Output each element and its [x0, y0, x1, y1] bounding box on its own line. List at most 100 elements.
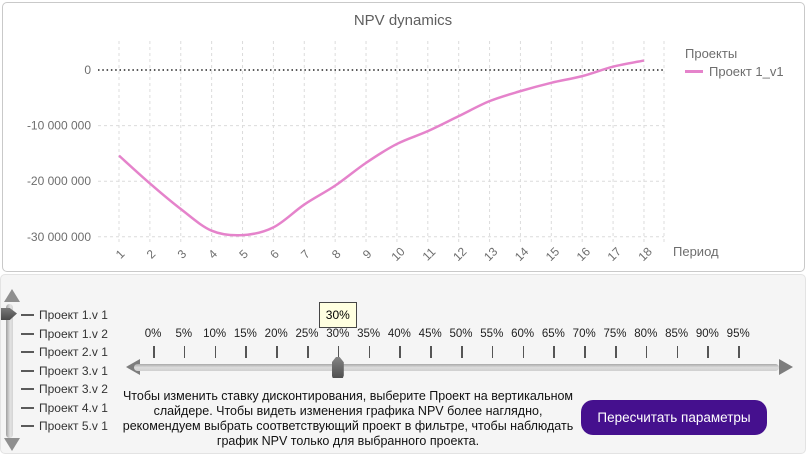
x-tick-label: 4 [205, 247, 220, 262]
slider-left-arrow-icon[interactable] [126, 359, 140, 375]
project-item-2[interactable]: Проект 1.v 2 [21, 325, 108, 344]
project-label: Проект 1.v 1 [39, 308, 108, 323]
y-tick-30m: -30 000 000 [27, 230, 91, 244]
percent-tick [645, 346, 648, 358]
project-item-1[interactable]: Проект 1.v 1 [21, 306, 108, 325]
percent-label: 80% [634, 328, 658, 340]
x-tick-label: 15 [543, 244, 563, 264]
percent-tick [584, 346, 586, 358]
percent-tick [491, 346, 494, 358]
npv-chart: NPV dynamics 0 -10 000 000 -20 000 000 -… [27, 12, 784, 264]
percent-label: 55% [480, 328, 504, 340]
project-item-6[interactable]: Проект 4.v 1 [21, 399, 108, 418]
percent-label: 95% [726, 328, 750, 340]
vertical-slider-down-arrow-icon[interactable] [4, 438, 20, 451]
project-label: Проект 3.v 2 [39, 382, 108, 397]
x-tick-label: 8 [329, 247, 344, 262]
slider-right-arrow-icon[interactable] [779, 359, 793, 375]
controls-panel: Проект 1.v 1 Проект 1.v 2 Проект 2.v 1 Прое… [0, 274, 806, 454]
percent-label: 45% [418, 328, 442, 340]
x-tick-label: 10 [388, 244, 408, 264]
percent-tick [399, 346, 401, 358]
vertical-slider-track[interactable] [6, 304, 13, 438]
percent-tick [522, 346, 525, 358]
project-item-3[interactable]: Проект 2.v 1 [21, 343, 108, 362]
x-tick-label: 14 [512, 244, 532, 264]
percent-label: 40% [387, 328, 411, 340]
y-axis-tick-labels: 0 -10 000 000 -20 000 000 -30 000 000 [27, 63, 91, 244]
percent-tick [553, 346, 555, 358]
project-item-4[interactable]: Проект 3.v 1 [21, 362, 108, 381]
project-label: Проект 4.v 1 [39, 400, 108, 415]
percent-tick [738, 346, 740, 358]
project-tick [21, 388, 34, 391]
percent-label: 20% [264, 328, 288, 340]
percent-tick [461, 346, 463, 358]
percent-tick [245, 346, 247, 358]
instructions-text: Чтобы изменить ставку дисконтирования, в… [122, 389, 574, 448]
percent-label: 85% [665, 328, 689, 340]
x-tick-label: 18 [635, 244, 655, 264]
y-tick-0: 0 [84, 63, 91, 77]
x-tick-label: 6 [267, 247, 282, 262]
project-tick [21, 314, 34, 317]
slider-tooltip: 30% [318, 302, 357, 328]
x-tick-label: 3 [175, 247, 190, 262]
x-tick-label: 17 [605, 244, 625, 264]
x-tick-label: 11 [420, 245, 439, 264]
vertical-slider-handle[interactable] [1, 308, 17, 320]
percent-label: 15% [233, 328, 257, 340]
project-label: Проект 5.v 1 [39, 419, 108, 434]
percent-tick [707, 346, 709, 358]
percent-tick [676, 346, 679, 358]
discount-slider-handle[interactable] [331, 357, 344, 378]
x-tick-label: 2 [144, 247, 159, 262]
x-tick-label: 5 [236, 247, 251, 262]
percent-label: 75% [603, 328, 627, 340]
x-tick-label: 9 [360, 247, 375, 262]
x-tick-label: 13 [481, 244, 501, 264]
project-list: Проект 1.v 1 Проект 1.v 2 Проект 2.v 1 Прое… [21, 306, 108, 436]
legend-series-label: Проект 1_v1 [709, 64, 784, 79]
legend-title: Проекты [685, 46, 737, 61]
x-axis-tick-labels: 1 2 3 4 5 6 7 8 9 10 11 12 13 14 15 16 17 18 [113, 244, 655, 264]
percent-tick [153, 346, 155, 358]
project-tick [21, 369, 34, 372]
project-label: Проект 2.v 1 [39, 345, 108, 360]
percent-tick [368, 346, 371, 358]
percent-tick [183, 346, 186, 358]
legend-item[interactable]: Проект 1_v1 [685, 64, 784, 79]
percent-label: 90% [695, 328, 719, 340]
x-tick-label: 1 [113, 247, 128, 262]
percent-tick [615, 346, 617, 358]
chart-gridlines [98, 41, 665, 244]
project-tick [21, 406, 34, 409]
percent-label: 5% [175, 328, 193, 340]
chart-legend: Проекты Проект 1_v1 [685, 46, 784, 79]
percent-tick [214, 346, 217, 358]
recalculate-button[interactable]: Пересчитать параметры [581, 400, 767, 435]
percent-label: 0% [144, 328, 162, 340]
project-tick [21, 332, 34, 335]
percent-tick [430, 346, 432, 358]
project-tick [21, 425, 34, 428]
project-label: Проект 1.v 2 [39, 326, 108, 341]
project-tick [21, 351, 34, 354]
x-axis-title: Период [673, 244, 719, 259]
project-item-5[interactable]: Проект 3.v 2 [21, 380, 108, 399]
project-item-7[interactable]: Проект 5.v 1 [21, 417, 108, 436]
x-tick-label: 7 [298, 247, 313, 262]
percent-label: 60% [511, 328, 535, 340]
vertical-slider-up-arrow-icon[interactable] [4, 289, 20, 302]
x-tick-label: 16 [574, 244, 594, 264]
percent-tick [307, 346, 309, 358]
percent-label: 65% [541, 328, 565, 340]
percent-label: 50% [449, 328, 473, 340]
percent-label: 70% [572, 328, 596, 340]
project-label: Проект 3.v 1 [39, 363, 108, 378]
npv-chart-panel: NPV dynamics 0 -10 000 000 -20 000 000 -… [2, 2, 805, 272]
percent-label: 30% [326, 328, 350, 340]
percent-tick [337, 346, 340, 358]
percent-label: 25% [295, 328, 319, 340]
discount-slider-track[interactable] [134, 364, 779, 371]
